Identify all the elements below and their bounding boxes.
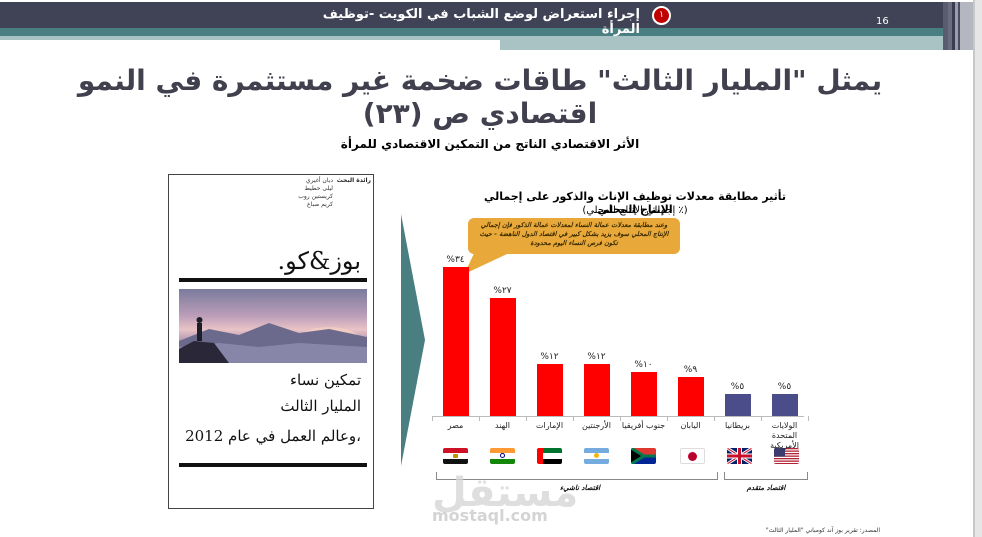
bar-column: %٥ [714, 250, 761, 416]
group-bracket-advanced [724, 472, 808, 480]
arrow-right-icon [401, 214, 425, 466]
cover-line: المليار الثالث [280, 397, 361, 415]
bar-value-label: %٥ [777, 382, 792, 392]
author: ليلى حطيط [304, 185, 333, 192]
axis-tick [479, 416, 480, 421]
category-label: الهند [495, 421, 510, 430]
page-number: 16 [876, 16, 889, 27]
axis-tick [573, 416, 574, 421]
bar [678, 377, 704, 416]
bar-column: %٣٤ [432, 250, 479, 416]
group-bracket-emerging [436, 472, 718, 480]
author: ديان أغيري [305, 177, 333, 184]
cover-divider [179, 463, 367, 467]
bar [584, 364, 610, 416]
flag-japan-icon [680, 448, 705, 464]
bar-chart: %٣٤ %٢٧ %١٢ %١٢ %١٠ %٩ %٥ %٥ [432, 250, 804, 416]
bar-column: %٩ [667, 250, 714, 416]
section-subtitle: الأثر الاقتصادي الناتج من التمكين الاقتص… [340, 137, 640, 151]
category-label: مصر [447, 421, 464, 430]
axis-tick [620, 416, 621, 421]
source-note: المصدر: تقرير بوز آند كومباني "المليار ا… [765, 527, 880, 534]
bar [631, 372, 657, 416]
flag-usa-icon [774, 448, 799, 464]
chart-title: تأثير مطابقة معدلات توظيف الإناث والذكور… [483, 190, 787, 216]
section-badge: ١ [652, 6, 671, 25]
cover-landscape-image [179, 289, 367, 363]
bar-column: %١٢ [573, 250, 620, 416]
bar-value-label: %١٠ [634, 360, 653, 370]
header-light-tab [500, 36, 960, 50]
category-label: الإمارات [535, 421, 564, 430]
flag-south-africa-icon [631, 448, 656, 464]
author: كريم صباغ [306, 201, 333, 208]
category-label: جنوب أفريقيا [621, 421, 666, 430]
watermark-logo: مستقل [432, 470, 579, 516]
header-accent-bar [0, 28, 973, 36]
axis-tick [808, 416, 809, 421]
header-light-bar [0, 36, 973, 40]
flag-uae-icon [537, 448, 562, 464]
header-title: إجراء استعراض لوضع الشباب في الكويت -توظ… [322, 7, 640, 37]
header-stripes [943, 2, 973, 50]
author: كريستين روب [298, 193, 333, 200]
axis-tick [526, 416, 527, 421]
bar-column: %٥ [761, 250, 808, 416]
x-axis [432, 416, 804, 417]
bar-value-label: %٢٧ [493, 286, 512, 296]
cover-authors: ديان أغيري ليلى حطيط كريستين روب كريم صب… [298, 177, 333, 209]
bar [772, 394, 798, 416]
header-bar [0, 2, 973, 28]
axis-tick [761, 416, 762, 421]
category-label: بريطانيا [725, 421, 750, 430]
bar-value-label: %٩ [683, 365, 698, 375]
page-title: يمثل "المليار الثالث" طاقات ضخمة غير مست… [77, 64, 883, 130]
bar-value-label: %٣٤ [446, 255, 465, 265]
flag-india-icon [490, 448, 515, 464]
bar-column: %١٠ [620, 250, 667, 416]
axis-tick [667, 416, 668, 421]
cover-divider [179, 278, 367, 282]
flag-egypt-icon [443, 448, 468, 464]
category-label: الولايات المتحدة الأمريكية [770, 421, 799, 450]
flag-argentina-icon [584, 448, 609, 464]
bar [443, 267, 469, 416]
chart-callout: وعند مطابقة معدلات عمالة النساء لمعدلات … [468, 218, 680, 254]
bar [537, 364, 563, 416]
bar-value-label: %١٢ [587, 352, 606, 362]
cover-label: رائدة البحث [336, 177, 371, 184]
chart-subtitle: (٪ إجمالي الإنتاج المحلي) [582, 205, 688, 216]
axis-tick [432, 416, 433, 421]
bar-value-label: %١٢ [540, 352, 559, 362]
group-label-advanced: اقتصاد متقدم [746, 484, 786, 492]
cover-brand: بوز&كو. [277, 247, 361, 275]
group-label-emerging: اقتصاد ناشيء [559, 484, 601, 492]
flag-uk-icon [727, 448, 752, 464]
category-label: الأرجنتين [582, 421, 611, 430]
bar-column: %٢٧ [479, 250, 526, 416]
bar-value-label: %٥ [730, 382, 745, 392]
bar [490, 298, 516, 416]
bar [725, 394, 751, 416]
report-cover: رائدة البحث ديان أغيري ليلى حطيط كريستين… [168, 174, 374, 509]
category-label: اليابان [680, 421, 701, 430]
cover-line: تمكين نساء [289, 371, 361, 389]
bar-column: %١٢ [526, 250, 573, 416]
axis-tick [714, 416, 715, 421]
watermark-url: mostaql.com [432, 506, 548, 525]
cover-line: ،وعالم العمل في عام 2012 [185, 427, 361, 445]
